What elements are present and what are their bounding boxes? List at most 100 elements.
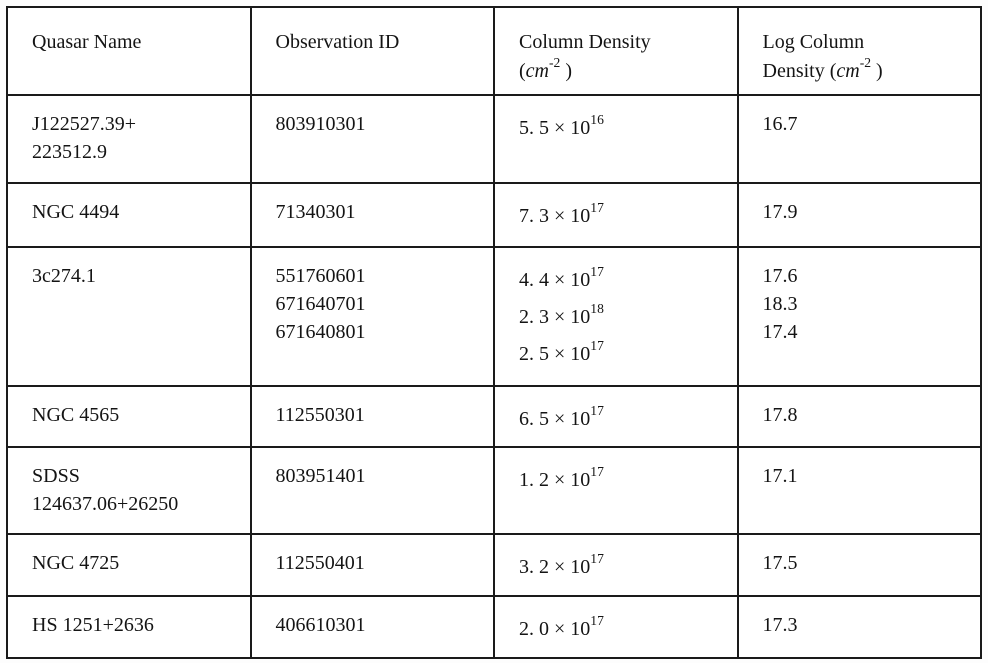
log-density-value: 17.6 xyxy=(762,265,798,287)
log-density-value: 17.9 xyxy=(762,201,798,223)
quasar-name-line: NGC 4565 xyxy=(32,404,120,426)
header-quasar-name: Quasar Name xyxy=(6,6,252,96)
observation-id-value: 112550301 xyxy=(275,404,365,426)
column-density-unit: (cm-2 ) xyxy=(519,55,727,86)
column-density-cell: 6. 5 × 1017 xyxy=(493,385,739,448)
quasar-name-cell: NGC 4725 xyxy=(6,533,252,597)
density-base: 2. 3 × 10 xyxy=(519,306,591,328)
observation-id-value: 803951401 xyxy=(275,465,366,487)
quasar-name-line: NGC 4725 xyxy=(32,552,120,574)
table-row: HS 1251+2636 406610301 2. 0 × 1017 17.3 xyxy=(6,595,982,659)
log-density-cell: 17.8 xyxy=(736,385,982,448)
density-base: 5. 5 × 10 xyxy=(519,117,591,139)
density-value: 4. 4 × 1017 xyxy=(519,262,727,299)
observation-id-value: 671640801 xyxy=(275,321,366,343)
header-label: Quasar Name xyxy=(32,31,142,53)
density-value: 3. 2 × 1017 xyxy=(519,549,727,586)
header-row: Quasar Name Observation ID Column Densit… xyxy=(6,6,982,96)
header-label: Column Density xyxy=(519,31,651,53)
density-base: 1. 2 × 10 xyxy=(519,469,591,491)
density-base: 6. 5 × 10 xyxy=(519,408,591,430)
log-column-density-unit: Density (cm-2 ) xyxy=(762,55,971,86)
header-column-density: Column Density (cm-2 ) xyxy=(493,6,739,96)
density-exponent: 17 xyxy=(590,403,604,419)
log-density-value: 16.7 xyxy=(762,113,798,135)
unit-symbol: cm xyxy=(836,60,860,82)
density-base: 2. 5 × 10 xyxy=(519,343,591,365)
log-density-cell: 17.1 xyxy=(736,446,982,535)
density-base: 7. 3 × 10 xyxy=(519,205,591,227)
observation-id-cell: 112550401 xyxy=(249,533,495,597)
table-row: J122527.39+ 223512.9 803910301 5. 5 × 10… xyxy=(6,94,982,184)
quasar-name-cell: 3c274.1 xyxy=(6,246,252,387)
log-density-cell: 16.7 xyxy=(736,94,982,184)
log-density-value: 17.1 xyxy=(762,465,798,487)
unit-exponent: -2 xyxy=(549,55,561,71)
unit-symbol: cm xyxy=(525,60,549,82)
density-exponent: 17 xyxy=(590,338,604,354)
unit-open: ( xyxy=(519,60,526,82)
quasar-name-cell: J122527.39+ 223512.9 xyxy=(6,94,252,184)
quasar-observations-table: Quasar Name Observation ID Column Densit… xyxy=(6,6,982,659)
log-density-cell: 17.3 xyxy=(736,595,982,659)
observation-id-cell: 803910301 xyxy=(249,94,495,184)
density-exponent: 17 xyxy=(590,264,604,280)
quasar-name-cell: HS 1251+2636 xyxy=(6,595,252,659)
quasar-name-cell: NGC 4565 xyxy=(6,385,252,448)
quasar-name-line: 3c274.1 xyxy=(32,265,96,287)
quasar-name-line: J122527.39+ xyxy=(32,113,137,135)
column-density-cell: 4. 4 × 1017 2. 3 × 1018 2. 5 × 1017 xyxy=(493,246,739,387)
unit-close: ) xyxy=(560,60,572,82)
quasar-name-line: NGC 4494 xyxy=(32,201,120,223)
density-value: 2. 5 × 1017 xyxy=(519,336,727,373)
observation-id-cell: 406610301 xyxy=(249,595,495,659)
observation-id-value: 71340301 xyxy=(275,201,356,223)
column-density-cell: 2. 0 × 1017 xyxy=(493,595,739,659)
observation-id-cell: 112550301 xyxy=(249,385,495,448)
density-value: 7. 3 × 1017 xyxy=(519,198,727,235)
column-density-cell: 3. 2 × 1017 xyxy=(493,533,739,597)
log-density-value: 17.5 xyxy=(762,552,798,574)
density-value: 5. 5 × 1016 xyxy=(519,110,727,147)
unit-close: ) xyxy=(871,60,883,82)
column-density-cell: 1. 2 × 1017 xyxy=(493,446,739,535)
density-base: 4. 4 × 10 xyxy=(519,269,591,291)
header-log-column-density: Log Column Density (cm-2 ) xyxy=(736,6,982,96)
density-value: 2. 3 × 1018 xyxy=(519,299,727,336)
observation-id-cell: 551760601 671640701 671640801 xyxy=(249,246,495,387)
header-label: Density xyxy=(762,60,830,82)
table-row: SDSS 124637.06+26250 803951401 1. 2 × 10… xyxy=(6,446,982,535)
observation-id-value: 112550401 xyxy=(275,552,365,574)
header-observation-id: Observation ID xyxy=(249,6,495,96)
observation-id-value: 406610301 xyxy=(275,614,366,636)
density-exponent: 18 xyxy=(590,301,604,317)
quasar-name-line: 223512.9 xyxy=(32,141,107,163)
density-value: 6. 5 × 1017 xyxy=(519,401,727,438)
unit-open: ( xyxy=(829,60,837,82)
log-density-value: 17.3 xyxy=(762,614,798,636)
observation-id-value: 803910301 xyxy=(275,113,366,135)
log-density-cell: 17.6 18.3 17.4 xyxy=(736,246,982,387)
density-exponent: 17 xyxy=(590,551,604,567)
density-value: 2. 0 × 1017 xyxy=(519,611,727,648)
observation-id-value: 671640701 xyxy=(275,293,366,315)
density-exponent: 17 xyxy=(590,200,604,216)
observation-id-value: 551760601 xyxy=(275,265,366,287)
observation-id-cell: 803951401 xyxy=(249,446,495,535)
log-density-value: 17.8 xyxy=(762,404,798,426)
log-density-value: 18.3 xyxy=(762,293,798,315)
log-density-cell: 17.5 xyxy=(736,533,982,597)
density-base: 2. 0 × 10 xyxy=(519,618,591,640)
column-density-cell: 5. 5 × 1016 xyxy=(493,94,739,184)
log-density-value: 17.4 xyxy=(762,321,798,343)
table-row: NGC 4725 112550401 3. 2 × 1017 17.5 xyxy=(6,533,982,597)
table-row: NGC 4494 71340301 7. 3 × 1017 17.9 xyxy=(6,182,982,248)
log-density-cell: 17.9 xyxy=(736,182,982,248)
density-exponent: 17 xyxy=(590,613,604,629)
column-density-cell: 7. 3 × 1017 xyxy=(493,182,739,248)
unit-exponent: -2 xyxy=(859,55,872,71)
table-row: 3c274.1 551760601 671640701 671640801 4.… xyxy=(6,246,982,387)
header-label: Log Column xyxy=(762,31,865,53)
quasar-name-cell: NGC 4494 xyxy=(6,182,252,248)
quasar-name-cell: SDSS 124637.06+26250 xyxy=(6,446,252,535)
